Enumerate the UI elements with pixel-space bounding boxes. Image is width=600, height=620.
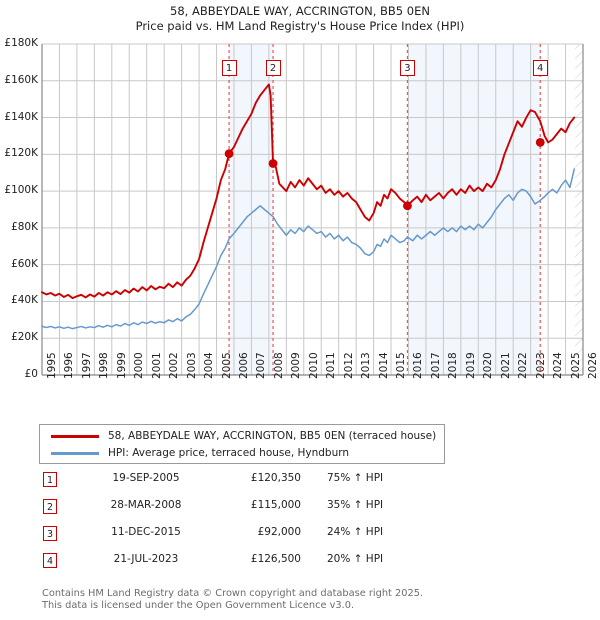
sale-hpi-delta: 20% ↑ HPI — [327, 553, 384, 565]
legend-swatch-hpi — [51, 452, 99, 455]
legend-label-hpi: HPI: Average price, terraced house, Hynd… — [108, 447, 350, 459]
footer-copyright: Contains HM Land Registry data © Crown c… — [42, 588, 424, 599]
sale-marker-badge[interactable]: 3 — [399, 60, 415, 76]
table-row[interactable]: 2 28-MAR-2008 £115,000 35% ↑ HPI — [39, 497, 459, 524]
table-row[interactable]: 3 11-DEC-2015 £92,000 24% ↑ HPI — [39, 524, 459, 551]
sale-date: 21-JUL-2023 — [113, 553, 179, 565]
sale-date: 19-SEP-2005 — [112, 472, 180, 484]
sale-marker-labels: 1 2 3 4 — [221, 60, 548, 76]
sale-hpi-delta: 35% ↑ HPI — [327, 499, 384, 511]
sale-date: 28-MAR-2008 — [110, 499, 182, 511]
sale-marker-badge[interactable]: 4 — [532, 60, 548, 76]
sale-index-badge: 1 — [43, 472, 57, 487]
y-axis-tick-label: £180K — [4, 37, 38, 49]
y-axis-tick-label: £0 — [24, 368, 38, 380]
table-row[interactable]: 4 21-JUL-2023 £126,500 20% ↑ HPI — [39, 551, 459, 578]
sale-price: £120,350 — [250, 472, 301, 484]
title-block: 58, ABBEYDALE WAY, ACCRINGTON, BB5 0EN P… — [0, 4, 600, 34]
y-axis-tick-label: £100K — [4, 184, 38, 197]
page-subtitle: Price paid vs. HM Land Registry's House … — [135, 19, 465, 33]
y-axis-tick-label: £80K — [11, 220, 38, 233]
sale-index-badge: 2 — [43, 499, 57, 514]
legend-swatch-property — [51, 435, 99, 438]
y-axis-tick-label: £40K — [11, 294, 38, 307]
page-title: 58, ABBEYDALE WAY, ACCRINGTON, BB5 0EN — [170, 4, 430, 18]
sale-index-badge: 3 — [43, 526, 57, 541]
legend-item-hpi: HPI: Average price, terraced house, Hynd… — [40, 444, 444, 464]
sale-index-badge: 4 — [43, 553, 57, 568]
chart-legend: 58, ABBEYDALE WAY, ACCRINGTON, BB5 0EN (… — [39, 424, 445, 464]
footer-attribution: Contains HM Land Registry data © Crown c… — [42, 588, 562, 612]
y-axis-tick-label: £120K — [4, 147, 38, 160]
y-axis-tick-label: £20K — [11, 331, 38, 344]
table-row[interactable]: 1 19-SEP-2005 £120,350 75% ↑ HPI — [39, 470, 459, 497]
y-axis-labels: £0 £20K £40K £60K £80K £100K £120K £140K £160K £1… — [4, 37, 38, 380]
y-axis-tick-label: £60K — [11, 257, 38, 270]
chart-canvas — [41, 43, 584, 376]
legend-item-property: 58, ABBEYDALE WAY, ACCRINGTON, BB5 0EN (… — [40, 427, 444, 447]
legend-label-property: 58, ABBEYDALE WAY, ACCRINGTON, BB5 0EN (… — [108, 430, 437, 442]
sale-hpi-delta: 24% ↑ HPI — [327, 526, 384, 538]
sale-marker-badge[interactable]: 1 — [221, 60, 237, 76]
sale-price: £126,500 — [250, 553, 301, 565]
price-history-chart: £0 £20K £40K £60K £80K £100K £120K £140K £160K £1… — [4, 37, 599, 380]
sale-date: 11-DEC-2015 — [111, 526, 181, 538]
sale-marker-badge[interactable]: 2 — [265, 60, 281, 76]
sale-price: £115,000 — [250, 499, 301, 511]
sale-hpi-delta: 75% ↑ HPI — [327, 472, 384, 484]
y-axis-tick-label: £160K — [4, 73, 38, 86]
y-axis-tick-label: £140K — [4, 110, 38, 123]
sales-history-table: 1 19-SEP-2005 £120,350 75% ↑ HPI 2 28-MA… — [39, 470, 459, 578]
footer-licence: This data is licensed under the Open Gov… — [42, 600, 355, 611]
sale-price: £92,000 — [257, 526, 301, 538]
